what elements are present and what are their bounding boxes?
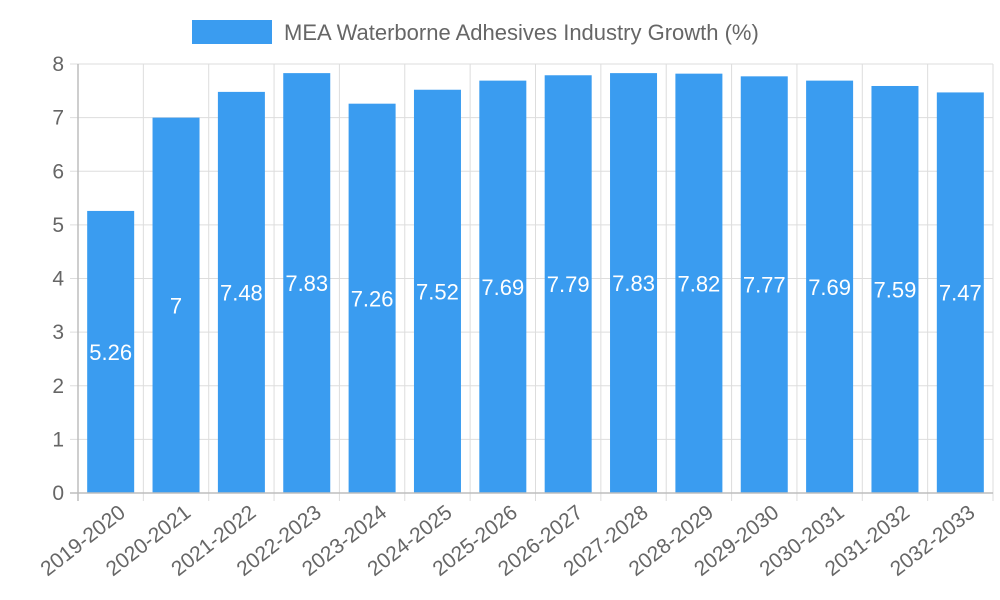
y-tick-labels: 0 1 2 3 4 5 6 7 8 — [52, 53, 64, 505]
bar[interactable] — [806, 80, 854, 493]
bar[interactable] — [610, 73, 658, 494]
bar-value-label: 7.26 — [351, 286, 394, 311]
axes — [70, 64, 993, 501]
bar-value-label: 7.79 — [547, 272, 590, 297]
y-tick-label: 2 — [52, 375, 64, 398]
gridlines — [70, 63, 994, 501]
bar-value-label: 7.52 — [416, 279, 459, 304]
y-tick-label: 1 — [52, 428, 64, 451]
bar[interactable] — [740, 76, 788, 494]
bar-value-label: 7.47 — [939, 281, 982, 306]
bar-value-label: 7.83 — [285, 271, 328, 296]
bar-value-label: 5.26 — [89, 340, 132, 365]
x-tick-labels: 2019-20202020-20212021-20222022-20232023… — [36, 501, 979, 581]
legend-swatch[interactable] — [192, 20, 272, 44]
y-tick-label: 7 — [52, 107, 64, 130]
bar[interactable] — [152, 117, 200, 493]
bar-value-label: 7.77 — [743, 273, 786, 298]
y-tick-label: 0 — [52, 482, 64, 505]
bar[interactable] — [87, 210, 135, 493]
y-tick-label: 6 — [52, 160, 64, 183]
bar[interactable] — [413, 89, 461, 494]
bar[interactable] — [544, 75, 592, 493]
bar[interactable] — [348, 103, 396, 494]
bar[interactable] — [479, 80, 527, 493]
bar[interactable] — [871, 85, 919, 493]
bar[interactable] — [675, 73, 723, 493]
bar-value-label: 7.59 — [874, 277, 917, 302]
bar-value-label: 7.69 — [808, 275, 851, 300]
bar[interactable] — [217, 91, 265, 493]
bars: 5.26 7 7.48 7.83 7.26 7.52 7.69 7.79 7.83 7.82 7.7… — [87, 73, 984, 494]
bar-value-label: 7.48 — [220, 280, 263, 305]
y-tick-label: 4 — [52, 268, 64, 291]
y-tick-label: 5 — [52, 214, 64, 237]
bar-value-label: 7.69 — [481, 275, 524, 300]
bar[interactable] — [936, 92, 984, 493]
bar[interactable] — [283, 73, 331, 494]
y-tick-label: 3 — [52, 321, 64, 344]
legend-label[interactable]: MEA Waterborne Adhesives Industry Growth… — [284, 20, 759, 45]
bar-value-label: 7.83 — [612, 271, 655, 296]
bar-value-label: 7.82 — [677, 271, 720, 296]
y-tick-label: 8 — [52, 53, 64, 76]
legend[interactable]: MEA Waterborne Adhesives Industry Growth… — [192, 20, 759, 45]
bar-value-label: 7 — [170, 293, 182, 318]
